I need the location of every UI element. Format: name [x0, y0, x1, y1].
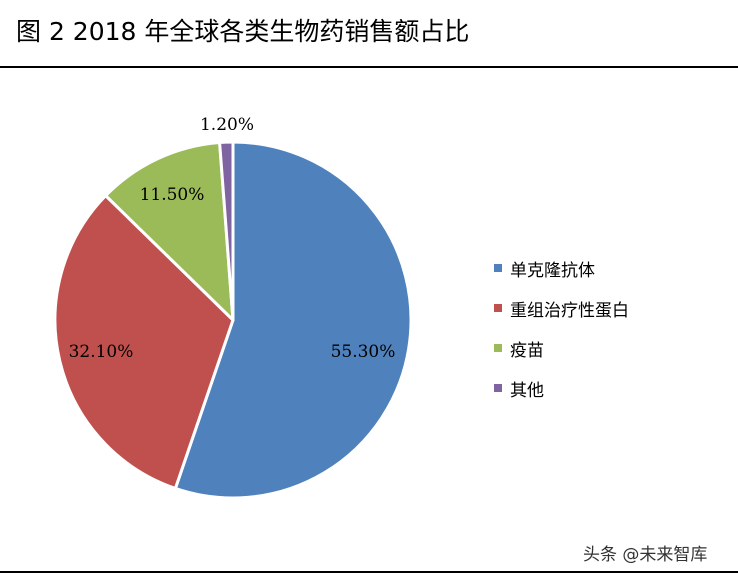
legend-label-other: 其他 [510, 380, 544, 401]
legend-swatch-vaccine [494, 344, 502, 352]
bottom-rule [0, 571, 738, 573]
legend-swatch-monoclonal [494, 264, 502, 272]
legend-item-protein: 重组治疗性蛋白 [494, 288, 629, 328]
legend-swatch-protein [494, 304, 502, 312]
legend: 单克隆抗体 重组治疗性蛋白 疫苗 其他 [494, 248, 629, 408]
slice-label-vaccine: 11.50% [140, 185, 205, 205]
slice-label-protein: 32.10% [69, 342, 134, 362]
pie-slice-other [218, 140, 235, 322]
slice-label-other: 1.20% [200, 115, 254, 135]
chart-title: 图 2 2018 年全球各类生物药销售额占比 [16, 17, 470, 46]
legend-label-monoclonal: 单克隆抗体 [510, 260, 595, 281]
legend-item-monoclonal: 单克隆抗体 [494, 248, 629, 288]
slice-label-monoclonal: 55.30% [331, 342, 396, 362]
legend-item-vaccine: 疫苗 [494, 328, 629, 368]
watermark: 头条 @未来智库 [583, 545, 708, 565]
pie-slice-vaccine [104, 141, 235, 322]
pie-slice-protein [53, 194, 235, 490]
legend-label-vaccine: 疫苗 [510, 340, 544, 361]
legend-swatch-other [494, 384, 502, 392]
top-rule [0, 66, 738, 68]
legend-label-protein: 重组治疗性蛋白 [510, 300, 629, 321]
legend-item-other: 其他 [494, 368, 629, 408]
